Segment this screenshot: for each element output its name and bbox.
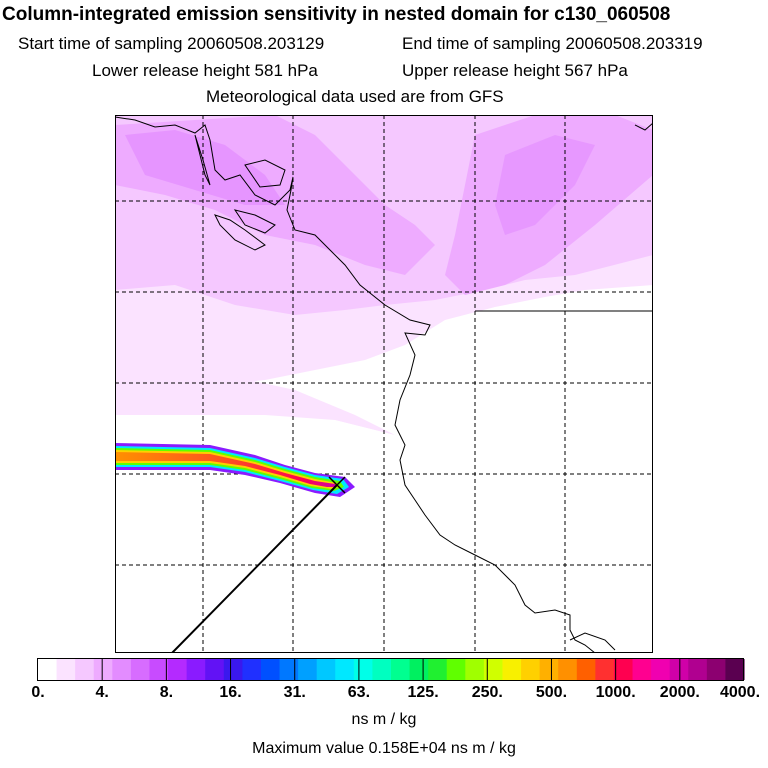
colorbar-cell xyxy=(669,659,689,680)
colorbar-label: 500. xyxy=(535,684,568,701)
colorbar-cell xyxy=(539,659,559,680)
colorbar-cell xyxy=(613,659,634,680)
upper-release-label: Upper release height 567 hPa xyxy=(402,61,628,80)
colorbar-cell xyxy=(706,659,727,680)
colorbar-cell xyxy=(130,659,151,680)
lat-lon-grid xyxy=(115,115,653,653)
sensitivity-map xyxy=(115,115,653,653)
colorbar-cell xyxy=(725,659,745,680)
release-point-marker xyxy=(328,476,346,494)
colorbar-cell xyxy=(112,659,132,680)
colorbar-label: 0. xyxy=(31,684,45,701)
colorbar xyxy=(37,658,745,681)
colorbar-cell xyxy=(38,659,58,680)
colorbar-label: 31. xyxy=(283,684,306,701)
colorbar-cell xyxy=(353,659,374,680)
met-data-label: Meteorological data used are from GFS xyxy=(206,87,504,106)
colorbar-label: 4. xyxy=(95,684,109,701)
colorbar-cell xyxy=(446,659,466,680)
colorbar-label: 2000. xyxy=(659,684,700,701)
colorbar-cell xyxy=(205,659,225,680)
colorbar-cell xyxy=(168,659,188,680)
colorbar-cell xyxy=(56,659,76,680)
lower-release-label: Lower release height 581 hPa xyxy=(92,61,318,80)
colorbar-cell xyxy=(521,659,541,680)
map-title: Column-integrated emission sensitivity i… xyxy=(2,4,671,25)
colorbar-cell xyxy=(75,659,95,680)
colorbar-cell xyxy=(576,659,596,680)
colorbar-cell xyxy=(483,659,504,680)
colorbar-units: ns m / kg xyxy=(351,711,417,728)
colorbar-label: 16. xyxy=(219,684,242,701)
colorbar-cell xyxy=(242,659,262,680)
colorbar-cell xyxy=(558,659,578,680)
colorbar-cell xyxy=(93,659,113,680)
maximum-value-label: Maximum value 0.158E+04 ns m / kg xyxy=(252,740,516,757)
colorbar-cell xyxy=(279,659,299,680)
colorbar-cell xyxy=(409,659,429,680)
colorbar-cell xyxy=(651,659,671,680)
flight-track-line xyxy=(171,484,338,653)
colorbar-cell xyxy=(223,659,243,680)
high-sensitivity-plume xyxy=(115,443,355,497)
colorbar-label: 250. xyxy=(471,684,503,701)
colorbar-cell xyxy=(465,659,485,680)
colorbar-label: 4000. xyxy=(719,684,761,701)
colorbar-cell xyxy=(335,659,355,680)
colorbar-cell xyxy=(688,659,708,680)
colorbar-cell xyxy=(260,659,281,680)
colorbar-cell xyxy=(186,659,206,680)
colorbar-cell xyxy=(372,659,392,680)
colorbar-cell xyxy=(502,659,522,680)
colorbar-cell xyxy=(391,659,411,680)
end-time-label: End time of sampling 20060508.203319 xyxy=(402,34,703,53)
coastline xyxy=(115,116,653,653)
colorbar-cell xyxy=(316,659,336,680)
colorbar-cell xyxy=(632,659,652,680)
colorbar-cell xyxy=(595,659,615,680)
colorbar-cell xyxy=(298,659,318,680)
colorbar-label: 63. xyxy=(347,684,371,701)
map-frame xyxy=(115,115,653,653)
colorbar-label: 1000. xyxy=(595,684,636,701)
colorbar-cell xyxy=(149,659,169,680)
colorbar-cell xyxy=(428,659,448,680)
start-time-label: Start time of sampling 20060508.203129 xyxy=(18,34,325,53)
colorbar-label: 8. xyxy=(159,684,174,701)
colorbar-label: 125. xyxy=(407,684,439,701)
